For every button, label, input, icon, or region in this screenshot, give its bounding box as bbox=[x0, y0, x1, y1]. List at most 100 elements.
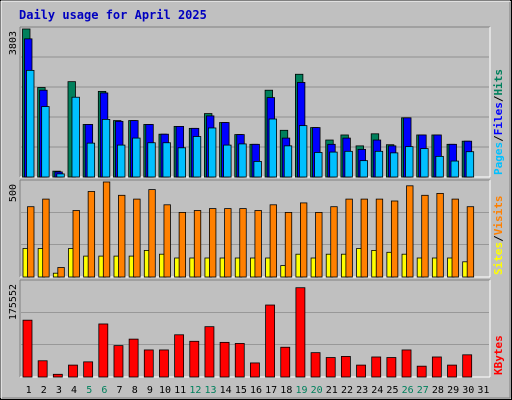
bar-kbytes bbox=[234, 343, 245, 378]
bar-pages bbox=[344, 150, 353, 178]
bar-kbytes bbox=[113, 345, 124, 378]
bar-visits bbox=[178, 211, 187, 278]
day-label: 27 bbox=[417, 385, 429, 396]
day-label: 24 bbox=[371, 385, 383, 396]
legend-separator: / bbox=[492, 235, 505, 242]
bar-kbytes bbox=[52, 373, 63, 378]
day-label: 8 bbox=[132, 385, 138, 396]
bar-kbytes bbox=[386, 357, 397, 378]
bar-kbytes bbox=[159, 349, 169, 378]
bar-kbytes bbox=[431, 356, 442, 378]
day-label: 2 bbox=[41, 385, 47, 396]
bar-pages bbox=[132, 137, 141, 178]
day-label: 21 bbox=[326, 385, 338, 396]
legend-files: Files bbox=[492, 102, 505, 135]
day-label: 29 bbox=[447, 385, 459, 396]
bar-kbytes bbox=[174, 334, 185, 378]
bar-pages bbox=[223, 144, 232, 178]
bar-pages bbox=[71, 96, 80, 178]
day-label: 18 bbox=[280, 385, 292, 396]
bar-visits bbox=[300, 202, 308, 278]
day-label: 1 bbox=[26, 385, 32, 396]
day-label: 7 bbox=[117, 385, 123, 396]
legend-visits-sites: Sites/Visits bbox=[492, 196, 505, 276]
bar-pages bbox=[374, 150, 384, 178]
bar-pages bbox=[329, 151, 338, 178]
day-label: 19 bbox=[295, 385, 307, 396]
bar-visits bbox=[330, 206, 338, 278]
bar-kbytes bbox=[295, 287, 306, 378]
legend-kbytes: KBytes bbox=[492, 335, 505, 375]
bar-pages bbox=[117, 144, 126, 178]
bar-pages bbox=[208, 127, 217, 178]
bar-pages bbox=[420, 148, 429, 178]
bar-kbytes bbox=[356, 364, 366, 378]
bar-kbytes bbox=[204, 326, 215, 378]
bar-visits bbox=[360, 198, 368, 278]
day-label: 30 bbox=[462, 385, 474, 396]
legend-hits: Hits bbox=[492, 69, 505, 96]
legend-separator: / bbox=[492, 135, 505, 142]
bar-visits bbox=[163, 204, 171, 278]
bar-pages bbox=[177, 147, 187, 178]
bar-pages bbox=[389, 152, 399, 178]
bar-kbytes bbox=[128, 338, 139, 378]
bar-pages bbox=[41, 106, 50, 178]
bar-pages bbox=[450, 160, 459, 178]
bar-visits bbox=[209, 208, 217, 278]
bar-pages bbox=[162, 142, 171, 178]
bar-kbytes bbox=[68, 364, 78, 378]
bar-visits bbox=[451, 198, 459, 278]
day-label: 25 bbox=[386, 385, 398, 396]
bar-visits bbox=[42, 198, 50, 278]
day-label: 12 bbox=[189, 385, 201, 396]
bar-pages bbox=[435, 155, 444, 178]
day-label: 15 bbox=[235, 385, 247, 396]
legend-separator: / bbox=[492, 95, 505, 102]
day-label: 13 bbox=[204, 385, 216, 396]
bar-pages bbox=[314, 152, 323, 178]
day-label: 28 bbox=[432, 385, 444, 396]
bar-visits bbox=[102, 181, 111, 278]
max-label-visits-sites: 500 bbox=[8, 184, 19, 202]
bar-kbytes bbox=[462, 354, 473, 378]
bar-visits bbox=[436, 192, 444, 278]
bar-visits bbox=[254, 210, 262, 278]
bar-kbytes bbox=[98, 323, 109, 378]
bar-pages bbox=[192, 136, 202, 178]
bar-kbytes bbox=[340, 356, 351, 378]
bar-visits bbox=[118, 194, 126, 278]
bar-visits bbox=[27, 206, 35, 278]
day-label: 26 bbox=[402, 385, 414, 396]
bar-visits bbox=[375, 198, 384, 278]
bar-visits bbox=[57, 267, 65, 278]
bar-visits bbox=[421, 194, 429, 278]
day-label: 16 bbox=[250, 385, 262, 396]
legend-hits-files-pages: Pages/Files/Hits bbox=[492, 69, 505, 175]
bar-kbytes bbox=[265, 304, 275, 378]
bar-visits bbox=[224, 208, 232, 278]
bar-visits bbox=[148, 189, 156, 278]
bar-pages bbox=[101, 119, 111, 178]
day-label: 17 bbox=[265, 385, 277, 396]
chart-title: Daily usage for April 2025 bbox=[19, 8, 207, 22]
max-label-kbytes: 175552 bbox=[8, 284, 19, 320]
bar-kbytes bbox=[416, 365, 427, 378]
bar-kbytes bbox=[189, 340, 200, 378]
bar-kbytes bbox=[37, 360, 48, 378]
day-label: 14 bbox=[220, 385, 232, 396]
day-label: 9 bbox=[147, 385, 153, 396]
bar-kbytes bbox=[447, 364, 457, 378]
bar-kbytes bbox=[310, 352, 321, 378]
bar-kbytes bbox=[22, 319, 33, 378]
bar-pages bbox=[253, 161, 262, 178]
bar-pages bbox=[283, 145, 293, 178]
max-label-hits-files-pages: 3803 bbox=[8, 31, 19, 55]
day-label: 6 bbox=[101, 385, 107, 396]
day-label: 23 bbox=[356, 385, 368, 396]
panel-bg-kbytes bbox=[20, 280, 490, 377]
bar-pages bbox=[359, 160, 368, 178]
day-label: 20 bbox=[311, 385, 323, 396]
bar-kbytes bbox=[83, 361, 94, 378]
legend-kbytes: KBytes bbox=[492, 335, 505, 375]
